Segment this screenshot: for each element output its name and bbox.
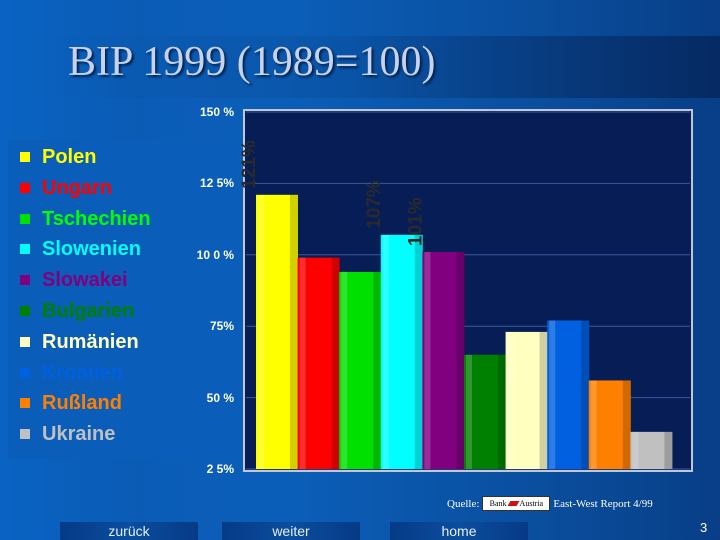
legend-label: Ukraine (42, 423, 116, 446)
legend-item: Slowakei (8, 267, 240, 298)
bar-slowakei (422, 251, 465, 469)
bar (380, 234, 423, 469)
bar-shade (581, 320, 590, 469)
bar-highlight (341, 271, 348, 469)
bar-shade (622, 380, 631, 469)
legend-item: Ukraine (8, 421, 240, 452)
bar-highlight (632, 431, 639, 469)
bar-shade (290, 194, 298, 469)
bar-rußland (588, 380, 631, 469)
bar-highlight (382, 234, 389, 469)
legend-label: Rumänien (42, 330, 139, 353)
bar-ungarn (297, 257, 340, 469)
bar-highlight (424, 251, 431, 469)
legend-item: Tschechien (8, 206, 240, 237)
bar-polen (256, 194, 298, 469)
legend-swatch-icon (20, 152, 30, 162)
legend-swatch-icon (20, 367, 30, 378)
report-name: East-West Report 4/99 (553, 497, 653, 510)
bar-highlight (549, 320, 556, 469)
bar-shade (664, 431, 673, 469)
data-label: 101% (405, 197, 426, 246)
bar-rumänien (505, 331, 548, 469)
source-footer: Quelle: Bank Austria East-West Report 4/… (447, 496, 653, 511)
bar (464, 354, 506, 469)
logo-text-right: Austria (519, 499, 544, 508)
bar (339, 271, 382, 469)
legend-label: Slowenien (42, 238, 141, 261)
bar (630, 431, 673, 469)
chart-legend: Polen Ungarn Tschechien Slowenien Slowakei Bu… (8, 140, 240, 459)
bar-slowenien (380, 234, 423, 469)
legend-swatch-icon (20, 305, 30, 316)
home-button[interactable]: home (390, 522, 528, 540)
legend-label: Ungarn (42, 176, 112, 199)
bar-shade (456, 251, 465, 469)
bar-shade (331, 257, 340, 469)
bar-ukraine (630, 431, 673, 469)
legend-item: Kroatien (8, 360, 240, 391)
y-tick-label: 10 0 % (196, 247, 234, 262)
bar-shade (414, 234, 423, 469)
logo-text-left: Bank (489, 499, 507, 508)
bar-highlight (258, 194, 264, 469)
legend-item: Ungarn (8, 175, 240, 206)
legend-swatch-icon (20, 275, 30, 286)
legend-swatch-icon (20, 244, 30, 255)
y-tick-label: 2 5% (206, 462, 234, 476)
legend-label: Rußland (42, 392, 122, 415)
bar (297, 257, 340, 469)
page-number: 3 (700, 520, 708, 535)
y-tick-label: 50 % (206, 390, 234, 405)
slide-title: BIP 1999 (1989=100) (68, 39, 436, 85)
legend-item: Slowenien (8, 236, 240, 267)
back-button[interactable]: zurück (60, 522, 198, 540)
legend-label: Slowakei (42, 269, 128, 292)
legend-swatch-icon (20, 336, 30, 347)
next-button[interactable]: weiter (222, 522, 360, 540)
legend-swatch-icon (20, 213, 30, 224)
bar-shade (373, 271, 382, 469)
bar-tschechien (339, 271, 382, 469)
bar (547, 320, 590, 469)
bar (422, 251, 465, 469)
legend-label: Kroatien (42, 361, 124, 384)
source-label: Quelle: (447, 497, 480, 510)
bar (588, 380, 631, 469)
legend-swatch-icon (20, 429, 30, 440)
legend-item: Polen (8, 144, 240, 175)
bar (505, 331, 548, 469)
data-label: 107% (364, 180, 385, 229)
bar (256, 194, 298, 469)
y-tick-label: 12 5% (199, 176, 234, 191)
bar-shade (539, 331, 548, 469)
legend-label: Bulgarien (42, 299, 135, 322)
legend-item: Rußland (8, 390, 240, 421)
legend-item: Rumänien (8, 329, 240, 360)
bar-highlight (466, 354, 472, 469)
legend-label: Polen (42, 146, 97, 168)
legend-swatch-icon (20, 398, 30, 409)
data-label: 121% (239, 140, 260, 189)
logo-mark-icon (507, 501, 519, 506)
bar-highlight (299, 257, 306, 469)
y-tick-label: 75% (209, 319, 234, 334)
bank-austria-logo: Bank Austria (482, 496, 551, 511)
title-bar (40, 36, 720, 98)
legend-label: Tschechien (42, 207, 151, 230)
y-tick-label: 150 % (199, 105, 234, 119)
bar-highlight (590, 380, 597, 469)
bar-kroatien (547, 320, 590, 469)
legend-swatch-icon (20, 182, 30, 193)
legend-item: Bulgarien (8, 298, 240, 329)
bar-shade (498, 354, 506, 469)
bar-highlight (507, 331, 514, 469)
bar-bulgarien (464, 354, 506, 469)
